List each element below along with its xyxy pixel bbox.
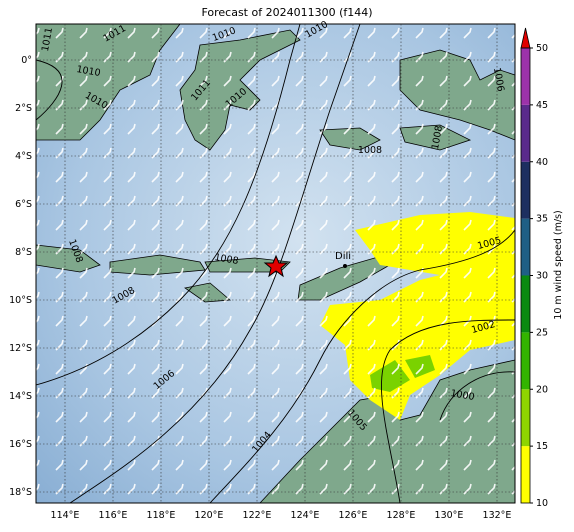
lon-tick-label: 114°E xyxy=(51,510,80,521)
colorbar-segment xyxy=(521,275,530,333)
lon-tick-label: 132°E xyxy=(483,510,512,521)
colorbar-tick-label: 25 xyxy=(536,327,548,338)
map-title: Forecast of 2024011300 (f144) xyxy=(201,6,372,19)
contour-label: 1008 xyxy=(358,145,382,156)
place-label: Dili xyxy=(335,251,351,262)
lat-tick-label: 4°S xyxy=(15,151,32,162)
colorbar-tick-label: 40 xyxy=(536,157,548,168)
lat-tick-label: 6°S xyxy=(15,199,32,210)
lon-tick-label: 124°E xyxy=(291,510,320,521)
lat-tick-label: 16°S xyxy=(9,439,32,450)
contour-label: 1011 xyxy=(40,27,55,53)
lat-tick-label: 10°S xyxy=(9,295,32,306)
colorbar-segment xyxy=(521,332,530,390)
isobars xyxy=(36,24,515,503)
colorbar-segment xyxy=(521,446,530,503)
city-dot xyxy=(343,264,347,268)
colorbar-label: 10 m wind speed (m/s) xyxy=(553,210,564,319)
colorbar-tick-label: 50 xyxy=(536,43,548,54)
contour-label: 1006 xyxy=(491,67,506,93)
lon-tick-label: 128°E xyxy=(387,510,416,521)
colorbar-segment xyxy=(521,104,530,162)
lon-tick-label: 130°E xyxy=(435,510,464,521)
colorbar-tick-label: 30 xyxy=(536,271,548,282)
contour-label: 1010 xyxy=(76,64,102,79)
colorbar-segment xyxy=(521,161,530,219)
lon-tick-label: 118°E xyxy=(147,510,176,521)
colorbar-tick-label: 15 xyxy=(536,441,548,452)
contour-label: 1008 xyxy=(430,125,445,151)
lon-tick-label: 126°E xyxy=(339,510,368,521)
colorbar-tick-label: 20 xyxy=(536,384,548,395)
lon-tick-label: 116°E xyxy=(99,510,128,521)
colorbar-extension xyxy=(520,27,531,49)
lat-tick-label: 14°S xyxy=(9,391,32,402)
lon-tick-label: 122°E xyxy=(243,510,272,521)
colorbar-segment xyxy=(521,389,530,447)
colorbar-segment xyxy=(521,218,530,276)
colorbar-tick-label: 10 xyxy=(536,498,548,509)
colorbar-segment xyxy=(521,48,530,105)
lon-tick-label: 120°E xyxy=(195,510,224,521)
lat-tick-label: 2°S xyxy=(15,103,32,114)
lat-tick-label: 0° xyxy=(21,55,32,66)
colorbar-tick-label: 35 xyxy=(536,214,548,225)
colorbar-tick-label: 45 xyxy=(536,100,548,111)
lat-tick-label: 8°S xyxy=(15,247,32,258)
lat-tick-label: 18°S xyxy=(9,487,32,498)
contour-label: 1008 xyxy=(214,252,240,267)
contour-label: 1000 xyxy=(450,388,476,403)
map-area xyxy=(36,24,515,503)
map-frame xyxy=(35,23,516,504)
location-star xyxy=(263,254,289,278)
lat-tick-label: 12°S xyxy=(9,343,32,354)
